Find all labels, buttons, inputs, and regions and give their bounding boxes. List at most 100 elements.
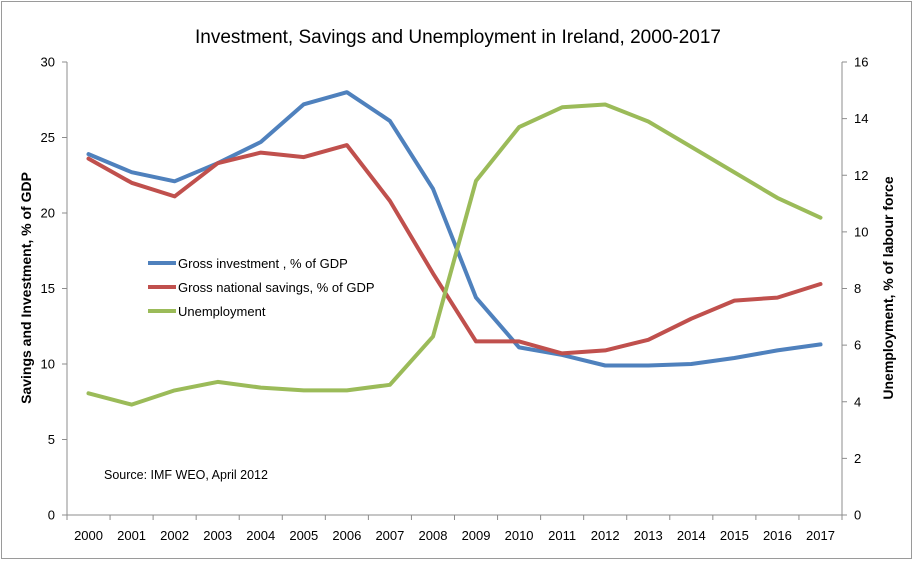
data-point-unemployment [818, 216, 822, 220]
series-line-gross-investment-of-gdp [86, 90, 823, 368]
x-tick-label: 2006 [332, 528, 361, 543]
legend: Gross investment , % of GDP Gross nationa… [148, 256, 375, 319]
left-y-axis: 0 5 10 15 20 25 30 [41, 55, 68, 523]
x-tick-label: 2016 [763, 528, 792, 543]
series-line-gross-national-savings-of-gdp [86, 143, 823, 356]
left-tick-label: 25 [41, 130, 55, 145]
right-tick-label: 16 [854, 55, 868, 70]
series-line-unemployment [86, 102, 823, 407]
data-point-unemployment [302, 388, 306, 392]
legend-label: Gross investment , % of GDP [178, 256, 348, 271]
x-tick-label: 2003 [203, 528, 232, 543]
data-point-gross-national-savings-of-gdp [259, 151, 263, 155]
right-tick-label: 8 [854, 281, 861, 296]
data-point-unemployment [130, 403, 134, 407]
data-point-gross-national-savings-of-gdp [775, 296, 779, 300]
x-tick-label: 2000 [74, 528, 103, 543]
data-point-unemployment [517, 125, 521, 129]
data-point-gross-investment-of-gdp [646, 364, 650, 368]
data-point-unemployment [431, 335, 435, 339]
x-tick-label: 2009 [462, 528, 491, 543]
right-tick-label: 2 [854, 451, 861, 466]
x-tick-label: 2015 [720, 528, 749, 543]
data-point-gross-investment-of-gdp [603, 364, 607, 368]
data-point-gross-national-savings-of-gdp [173, 194, 177, 198]
data-point-gross-national-savings-of-gdp [431, 271, 435, 275]
left-tick-label: 5 [48, 432, 55, 447]
data-point-unemployment [603, 102, 607, 106]
x-tick-label: 2008 [419, 528, 448, 543]
data-point-gross-national-savings-of-gdp [560, 351, 564, 355]
data-point-gross-investment-of-gdp [302, 102, 306, 106]
data-point-gross-national-savings-of-gdp [689, 317, 693, 321]
data-point-unemployment [388, 383, 392, 387]
data-point-gross-national-savings-of-gdp [388, 199, 392, 203]
data-point-gross-investment-of-gdp [775, 348, 779, 352]
data-point-gross-investment-of-gdp [517, 345, 521, 349]
data-point-unemployment [216, 380, 220, 384]
data-point-gross-national-savings-of-gdp [474, 339, 478, 343]
data-point-gross-national-savings-of-gdp [345, 143, 349, 147]
data-point-gross-investment-of-gdp [130, 170, 134, 174]
data-point-unemployment [345, 388, 349, 392]
data-point-gross-investment-of-gdp [259, 140, 263, 144]
right-tick-label: 4 [854, 394, 861, 409]
left-tick-label: 30 [41, 55, 55, 70]
data-point-unemployment [775, 196, 779, 200]
source-annotation: Source: IMF WEO, April 2012 [104, 468, 268, 482]
data-point-unemployment [732, 170, 736, 174]
data-point-gross-national-savings-of-gdp [732, 299, 736, 303]
left-axis-label: Savings and Investment, % of GDP [18, 172, 34, 404]
x-tick-label: 2014 [677, 528, 706, 543]
data-point-gross-investment-of-gdp [689, 362, 693, 366]
data-point-gross-investment-of-gdp [87, 152, 91, 156]
data-point-gross-investment-of-gdp [431, 187, 435, 191]
data-point-gross-national-savings-of-gdp [517, 339, 521, 343]
data-point-gross-national-savings-of-gdp [216, 161, 220, 165]
data-point-gross-investment-of-gdp [818, 342, 822, 346]
right-tick-label: 10 [854, 224, 868, 239]
right-tick-label: 0 [854, 508, 861, 523]
data-point-unemployment [646, 119, 650, 123]
data-point-gross-investment-of-gdp [388, 119, 392, 123]
data-point-gross-investment-of-gdp [732, 356, 736, 360]
series-layer [86, 90, 823, 407]
legend-label: Unemployment [178, 304, 266, 319]
x-tick-label: 2013 [634, 528, 663, 543]
legend-label: Gross national savings, % of GDP [178, 280, 375, 295]
data-point-gross-investment-of-gdp [173, 179, 177, 183]
x-tick-label: 2007 [375, 528, 404, 543]
data-point-unemployment [87, 391, 91, 395]
data-point-unemployment [560, 105, 564, 109]
right-axis-label: Unemployment, % of labour force [880, 176, 896, 399]
x-tick-label: 2004 [246, 528, 275, 543]
x-tick-label: 2001 [117, 528, 146, 543]
data-point-gross-investment-of-gdp [474, 296, 478, 300]
data-point-gross-national-savings-of-gdp [818, 282, 822, 286]
x-tick-label: 2010 [505, 528, 534, 543]
chart-title: Investment, Savings and Unemployment in … [195, 27, 721, 48]
x-tick-label: 2011 [548, 528, 576, 543]
right-y-axis: 0 2 4 6 8 10 12 14 16 [841, 55, 868, 523]
data-point-unemployment [259, 386, 263, 390]
data-point-unemployment [173, 388, 177, 392]
right-tick-label: 14 [854, 111, 868, 126]
left-tick-label: 15 [41, 281, 55, 296]
data-point-gross-investment-of-gdp [345, 90, 349, 94]
data-point-gross-national-savings-of-gdp [302, 155, 306, 159]
data-point-gross-national-savings-of-gdp [87, 157, 91, 161]
data-point-gross-national-savings-of-gdp [130, 181, 134, 185]
data-point-gross-national-savings-of-gdp [603, 348, 607, 352]
left-tick-label: 20 [41, 206, 55, 221]
x-tick-label: 2002 [160, 528, 189, 543]
x-tick-label: 2005 [289, 528, 318, 543]
left-tick-label: 10 [41, 357, 55, 372]
x-axis: 2000 2001 2002 2003 2004 2005 2006 2007 2008 2009… [66, 514, 843, 543]
x-tick-label: 2012 [591, 528, 620, 543]
data-point-unemployment [689, 145, 693, 149]
data-point-unemployment [474, 179, 478, 183]
left-tick-label: 0 [48, 508, 55, 523]
x-tick-label: 2017 [806, 528, 835, 543]
